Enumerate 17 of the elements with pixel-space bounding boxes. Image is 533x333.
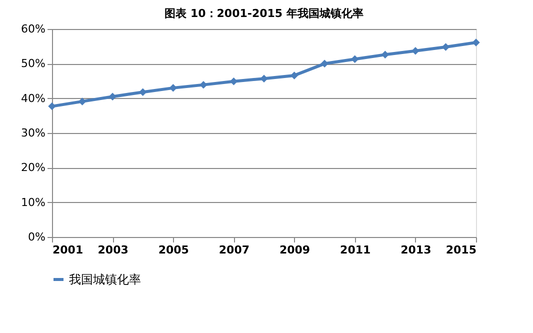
y-tick-label: 0% xyxy=(28,230,46,244)
x-tick-label: 2013 xyxy=(400,244,432,256)
y-tick-label: 60% xyxy=(21,22,46,36)
y-tick-label: 50% xyxy=(21,57,46,70)
y-tick-label: 30% xyxy=(21,126,46,140)
y-tick-label: 10% xyxy=(21,196,46,209)
x-tick-label: 2011 xyxy=(340,244,371,256)
legend-label: 我国城镇化率 xyxy=(69,272,141,286)
x-tick-label: 2001 xyxy=(52,244,84,256)
x-tick-label: 2007 xyxy=(218,244,250,256)
x-tick-label: 2015 xyxy=(446,244,476,256)
chart-title: 图表 10：2001-2015 年我国城镇化率 xyxy=(164,7,364,20)
y-tick-label: 20% xyxy=(21,161,46,174)
x-tick-label: 2003 xyxy=(98,244,128,256)
x-tick-label: 2005 xyxy=(158,244,189,256)
y-tick-label: 40% xyxy=(21,92,46,105)
x-tick-label: 2009 xyxy=(279,244,310,256)
